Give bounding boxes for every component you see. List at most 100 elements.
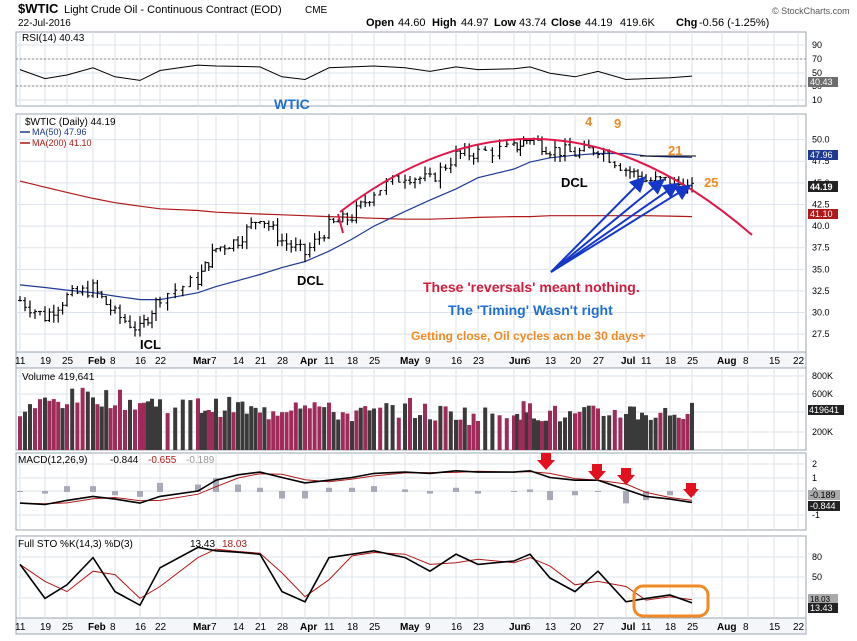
- macd-hist-bar: [195, 484, 201, 492]
- volume-bar: [354, 410, 359, 450]
- stochastic-panel: Full STO %K(14,3) %D(3) 13.43 18.03 80 5…: [18, 539, 838, 618]
- macd-hist-bar: [326, 487, 332, 492]
- x-tick-label: Aug: [717, 356, 736, 367]
- x-tick-label: 25: [687, 622, 699, 633]
- volume-bar: [438, 405, 443, 450]
- price-tick-label: 27.5: [812, 329, 830, 339]
- volume-bar: [138, 403, 142, 450]
- volume-bar: [331, 412, 336, 450]
- volume-bar: [284, 412, 289, 450]
- macd-line: [19, 469, 693, 506]
- volume-bar: [528, 403, 532, 450]
- x-tick-label: 25: [369, 622, 381, 633]
- macd-hist-bar: [453, 487, 459, 492]
- ma50-line: [19, 152, 693, 301]
- volume-bar: [206, 409, 211, 450]
- x-tick-label: 6: [525, 622, 531, 633]
- x-tick-label: 18: [665, 622, 677, 633]
- exchange: CME: [305, 5, 328, 16]
- macd-hist-bar: [623, 491, 629, 504]
- x-tick-label: 11: [641, 622, 652, 633]
- x-tick-label: 22: [155, 622, 167, 633]
- x-tick-label: 19: [40, 356, 52, 367]
- macd-hist-bar: [527, 489, 533, 492]
- high-label: High: [432, 17, 457, 29]
- volume-bar: [497, 415, 502, 450]
- volume-bar: [403, 403, 407, 450]
- ma50-badge-text: 47.96: [810, 150, 833, 160]
- x-tick-label: 18: [347, 622, 359, 633]
- volume-bar: [236, 402, 240, 450]
- volume-bar: [345, 413, 350, 450]
- sto-d-line: [19, 548, 693, 601]
- x-tick-label: 11: [324, 622, 335, 633]
- volume-bar: [23, 411, 27, 450]
- macd-hist-bar: [157, 482, 163, 492]
- low-label: Low: [494, 17, 516, 29]
- volume-bar: [307, 408, 312, 450]
- volume-bar: [476, 420, 480, 450]
- red-arrow-4: [683, 483, 699, 498]
- volume-bar: [65, 404, 69, 450]
- x-tick-label: 16: [135, 356, 147, 367]
- ma50-badge: [808, 150, 838, 160]
- sto-d-value: 18.03: [222, 539, 247, 550]
- x-tick-label: Apr: [300, 356, 317, 367]
- volume-bar: [303, 405, 307, 450]
- volume-bar: [327, 402, 331, 450]
- volume-bar: [462, 407, 467, 450]
- red-arrow-2: [588, 464, 606, 481]
- macd-hist-bar: [371, 486, 377, 492]
- x-tick-label: 7: [211, 356, 217, 367]
- volume-tick-800k: 800K: [812, 371, 833, 381]
- rsi-tick-50: 50: [812, 68, 822, 78]
- volume-bar: [340, 412, 345, 450]
- volume-bar: [231, 412, 236, 450]
- volume-bar: [467, 424, 472, 450]
- chg-label: Chg: [676, 17, 697, 29]
- volume-bar: [80, 387, 85, 450]
- macd-title: MACD(12,26,9): [18, 455, 87, 466]
- volume-bar: [618, 417, 623, 450]
- x-tick-label: Jun: [509, 622, 527, 633]
- macd-tick-neg1: -1: [812, 510, 820, 520]
- volume-bar: [632, 406, 636, 450]
- volume-bar: [676, 417, 681, 450]
- x-tick-label: 25: [369, 356, 381, 367]
- x-axis-labels-bottom: 11 19 25 Feb 8 16 22 Mar 7 14 21 28 Apr 11 18 25 May 9 16 2…: [15, 622, 805, 633]
- volume-bar: [188, 400, 193, 450]
- x-tick-label: 18: [665, 356, 677, 367]
- close-badge: [808, 181, 838, 192]
- sto-k-line: [19, 546, 693, 607]
- x-tick-label: 9: [425, 356, 431, 367]
- volume-bar: [85, 391, 90, 450]
- macd-hist-bar: [572, 491, 578, 496]
- high-value: 44.97: [461, 17, 489, 29]
- volume-bar: [586, 405, 591, 450]
- low-value: 43.74: [519, 17, 547, 29]
- arrow-blue-2: [550, 178, 666, 273]
- volume-bar: [490, 413, 495, 450]
- volume-bar: [266, 419, 271, 450]
- volume-bar: [262, 407, 267, 450]
- x-tick-label: Aug: [717, 622, 736, 633]
- volume-bar: [536, 420, 540, 450]
- volume-bar: [142, 402, 146, 450]
- x-tick-label: 18: [347, 356, 359, 367]
- price-tick-label: 50.0: [812, 135, 830, 145]
- volume-bar: [504, 418, 509, 450]
- price-frame: [15, 113, 807, 353]
- x-tick-label: 27: [593, 622, 605, 633]
- x-tick-label: 11: [15, 622, 26, 633]
- x-axis-band-2: [15, 617, 807, 635]
- macd-badge: [808, 501, 840, 511]
- x-tick-label: 11: [15, 356, 26, 367]
- x-tick-label: 8: [110, 356, 116, 367]
- symbol: $WTIC: [18, 1, 59, 16]
- volume-bar: [640, 412, 644, 450]
- volume-bar: [518, 419, 523, 450]
- volume-bar: [423, 403, 427, 450]
- volume-bar: [378, 407, 383, 450]
- volume-bar: [33, 408, 37, 450]
- volume-bar: [454, 419, 458, 450]
